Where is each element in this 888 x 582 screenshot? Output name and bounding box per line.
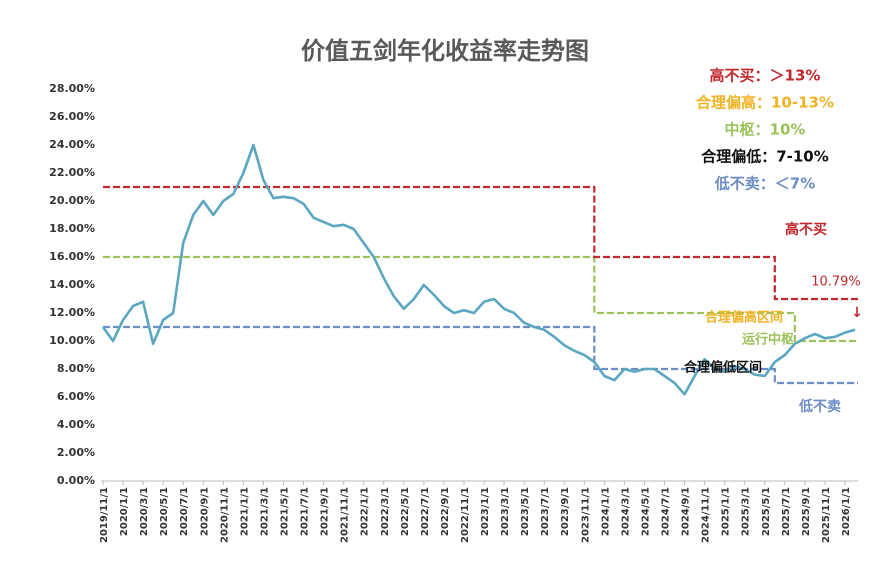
annotation: 合理偏低区间 [684, 360, 762, 376]
legend-note: 高不买：＞13% [710, 67, 821, 85]
annotation: 低不卖 [798, 398, 841, 415]
x-tick-label: 2022/9/1 [440, 487, 451, 536]
x-tick-label: 2022/3/1 [380, 487, 391, 536]
x-tick-label: 2022/11/1 [460, 487, 471, 543]
x-tick-label: 2025/5/1 [761, 487, 772, 536]
annotation: ↓ [851, 305, 863, 321]
y-tick-label: 18.00% [49, 222, 95, 235]
y-tick-label: 24.00% [49, 138, 95, 151]
y-tick-label: 14.00% [49, 278, 95, 291]
x-tick-label: 2024/7/1 [661, 487, 672, 536]
x-tick-label: 2021/11/1 [340, 487, 351, 543]
threshold-line [103, 255, 858, 343]
x-tick-label: 2025/7/1 [781, 487, 792, 536]
y-tick-label: 12.00% [49, 306, 95, 319]
x-tick-label: 2023/9/1 [560, 487, 571, 536]
x-tick-label: 2024/5/1 [640, 487, 651, 536]
x-tick-label: 2025/11/1 [821, 487, 832, 543]
legend-note: 低不卖：＜7% [714, 175, 815, 193]
annotation: 高不买 [785, 221, 827, 238]
x-tick-label: 2021/7/1 [300, 487, 311, 536]
y-tick-label: 4.00% [57, 418, 95, 431]
x-tick-label: 2023/3/1 [500, 487, 511, 536]
x-tick-label: 2020/11/1 [219, 487, 230, 543]
threshold-line [103, 185, 858, 301]
x-tick-label: 2022/7/1 [420, 487, 431, 536]
x-tick-label: 2023/11/1 [580, 487, 591, 543]
y-tick-label: 26.00% [49, 110, 95, 123]
x-tick-label: 2024/11/1 [701, 487, 712, 543]
y-tick-label: 28.00% [49, 82, 95, 95]
y-tick-label: 22.00% [49, 166, 95, 179]
y-tick-label: 20.00% [49, 194, 95, 207]
y-tick-label: 10.00% [49, 334, 95, 347]
legend-note: 合理偏低：7-10% [700, 148, 829, 166]
x-tick-label: 2020/1/1 [119, 487, 130, 536]
yield-line [101, 143, 856, 396]
x-tick-label: 2019/11/1 [99, 487, 110, 543]
legend-note: 合理偏高：10-13% [695, 94, 834, 112]
x-tick-label: 2024/3/1 [620, 487, 631, 536]
legend-note: 中枢：10% [725, 121, 806, 139]
y-tick-label: 16.00% [49, 250, 95, 263]
y-tick-label: 6.00% [57, 390, 95, 403]
x-tick-label: 2023/1/1 [480, 487, 491, 536]
x-tick-label: 2022/5/1 [400, 487, 411, 536]
x-tick-label: 2020/7/1 [179, 487, 190, 536]
y-tick-label: 2.00% [57, 446, 95, 459]
x-tick-label: 2024/9/1 [681, 487, 692, 536]
x-tick-label: 2025/3/1 [741, 487, 752, 536]
y-tick-label: 8.00% [57, 362, 95, 375]
x-tick-label: 2025/1/1 [721, 487, 732, 536]
x-tick-label: 2021/9/1 [320, 487, 331, 536]
x-tick-label: 2020/9/1 [199, 487, 210, 536]
x-tick-label: 2021/3/1 [259, 487, 270, 536]
annotation: 合理偏高区间 [705, 310, 783, 326]
x-tick-label: 2026/1/1 [841, 487, 852, 536]
x-tick-label: 2023/5/1 [520, 487, 531, 536]
y-tick-label: 0.00% [57, 474, 95, 487]
x-tick-label: 2021/5/1 [279, 487, 290, 536]
annotation: 运行中枢 [742, 332, 794, 348]
chart-title: 价值五剑年化收益率走势图 [301, 37, 589, 65]
x-tick-label: 2022/1/1 [360, 487, 371, 536]
annotation: 10.79% [811, 275, 861, 290]
x-tick-label: 2025/9/1 [801, 487, 812, 536]
x-tick-label: 2020/3/1 [139, 487, 150, 536]
x-tick-label: 2024/1/1 [600, 487, 611, 536]
x-tick-label: 2020/5/1 [159, 487, 170, 536]
x-tick-label: 2021/1/1 [239, 487, 250, 536]
x-tick-label: 2023/7/1 [540, 487, 551, 536]
